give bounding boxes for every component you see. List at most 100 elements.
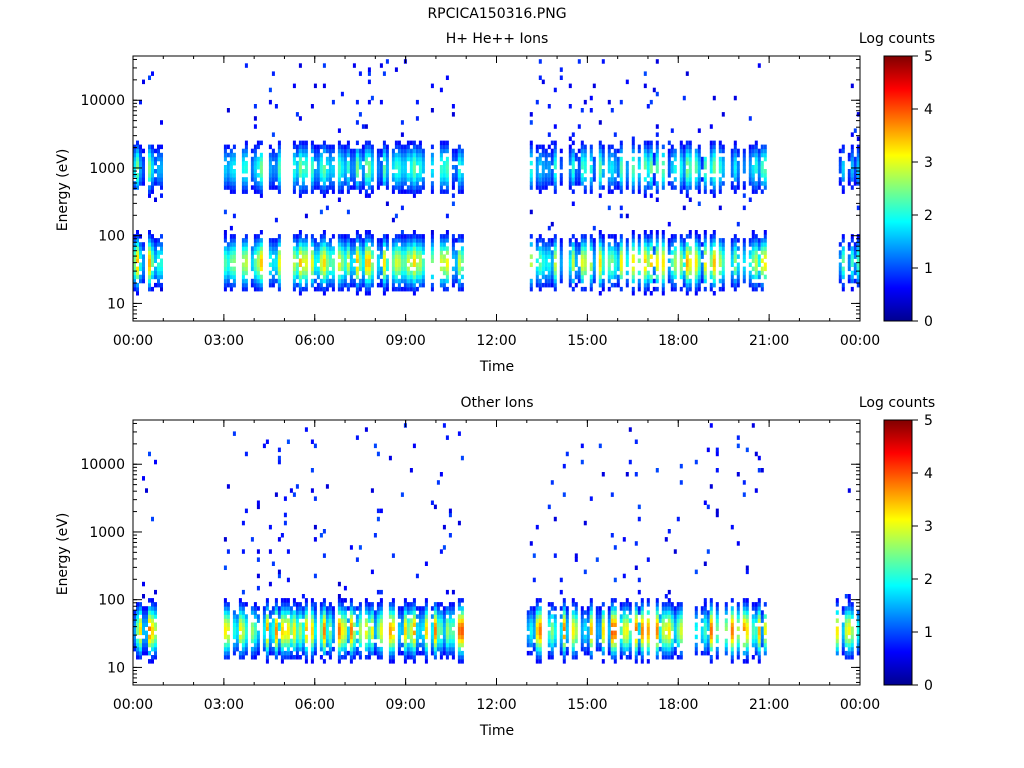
heatmap-cell	[601, 610, 605, 615]
heatmap-cell	[229, 250, 233, 255]
heatmap-cell	[568, 250, 572, 255]
heatmap-cell	[580, 148, 584, 154]
heatmap-cell	[850, 278, 854, 284]
heatmap-cell	[265, 626, 269, 632]
heatmap-cell	[160, 242, 163, 247]
heatmap-cell	[574, 622, 578, 628]
heatmap-cell	[703, 242, 707, 247]
heatmap-cell	[253, 148, 257, 154]
heatmap-cell	[619, 165, 623, 170]
heatmap-cell	[562, 659, 566, 664]
heatmap-cell	[451, 148, 455, 154]
heatmap-cell	[670, 286, 674, 292]
heatmap-cell	[442, 630, 446, 636]
heatmap-cell	[607, 614, 611, 619]
heatmap-cell	[553, 148, 557, 154]
heatmap-cell	[748, 148, 752, 154]
heatmap-cell	[424, 646, 428, 652]
heatmap-cell	[358, 71, 362, 76]
heatmap-cell	[685, 246, 689, 251]
heatmap-cell	[310, 598, 314, 603]
heatmap-cell	[610, 250, 614, 255]
heatmap-cell	[142, 165, 145, 170]
heatmap-cell	[400, 120, 404, 125]
heatmap-cell	[301, 177, 305, 182]
heatmap-cell	[553, 642, 557, 648]
heatmap-cell	[646, 242, 650, 247]
heatmap-cell	[847, 152, 851, 158]
heatmap-cell	[550, 274, 554, 280]
heatmap-cell	[646, 148, 650, 154]
heatmap-cell	[289, 638, 293, 644]
heatmap-cell	[841, 246, 845, 251]
heatmap-cell	[280, 614, 284, 619]
heatmap-cell	[343, 614, 347, 619]
heatmap-cell	[742, 160, 746, 166]
heatmap-cell	[574, 638, 578, 644]
heatmap-cell	[424, 606, 428, 611]
heatmap-cell	[406, 144, 410, 150]
heatmap-cell	[433, 638, 437, 644]
heatmap-cell	[253, 286, 257, 292]
heatmap-cell	[544, 177, 548, 182]
heatmap-cell	[379, 598, 383, 603]
heatmap-cell	[154, 197, 157, 203]
heatmap-cell	[664, 626, 668, 632]
heatmap-cell	[571, 148, 575, 154]
heatmap-cell	[688, 266, 692, 272]
heatmap-cell	[148, 242, 151, 247]
heatmap-cell	[742, 614, 746, 619]
heatmap-cell	[394, 286, 398, 292]
heatmap-cell	[280, 598, 284, 603]
heatmap-cell	[142, 650, 145, 656]
heatmap-cell	[553, 606, 557, 611]
heatmap-cell	[610, 642, 614, 648]
heatmap-cell	[409, 626, 413, 632]
heatmap-cell	[601, 614, 605, 619]
heatmap-cell	[850, 234, 854, 239]
heatmap-cell	[736, 602, 740, 607]
heatmap-cell	[364, 124, 368, 129]
heatmap-cell	[751, 165, 755, 170]
heatmap-cell	[616, 181, 620, 186]
y-tick-label: 100	[98, 229, 125, 245]
heatmap-cell	[241, 638, 245, 644]
heatmap-cell	[619, 205, 623, 211]
heatmap-cell	[841, 286, 845, 292]
heatmap-cell	[316, 152, 320, 158]
heatmap-cell	[580, 266, 584, 272]
heatmap-cell	[259, 189, 263, 194]
heatmap-cell	[442, 148, 446, 154]
heatmap-cell	[541, 169, 545, 174]
heatmap-cell	[535, 144, 539, 150]
heatmap-cell	[448, 508, 452, 514]
heatmap-cell	[337, 144, 341, 150]
heatmap-cell	[442, 242, 446, 247]
heatmap-cell	[598, 165, 602, 170]
heatmap-cell	[376, 650, 380, 656]
heatmap-cell	[292, 152, 296, 158]
heatmap-cell	[145, 622, 148, 628]
heatmap-cell	[403, 614, 407, 619]
heatmap-cell	[535, 242, 539, 247]
heatmap-cell	[553, 270, 557, 276]
heatmap-cell	[589, 246, 593, 251]
heatmap-cell	[316, 156, 320, 162]
heatmap-cell	[643, 274, 647, 280]
heatmap-cell	[679, 630, 683, 636]
heatmap-cell	[565, 630, 569, 636]
heatmap-cell	[283, 655, 287, 660]
heatmap-cell	[457, 650, 461, 656]
heatmap-cell	[229, 282, 233, 288]
heatmap-cell	[622, 610, 626, 615]
heatmap-cell	[583, 650, 587, 656]
heatmap-cell	[643, 250, 647, 255]
heatmap-cell	[541, 274, 545, 280]
heatmap-cell	[547, 246, 551, 251]
heatmap-cell	[460, 606, 464, 611]
heatmap-cell	[598, 156, 602, 162]
heatmap-cell	[394, 234, 398, 239]
heatmap-cell	[322, 638, 326, 644]
heatmap-cell	[148, 278, 151, 284]
heatmap-cell	[550, 634, 554, 640]
